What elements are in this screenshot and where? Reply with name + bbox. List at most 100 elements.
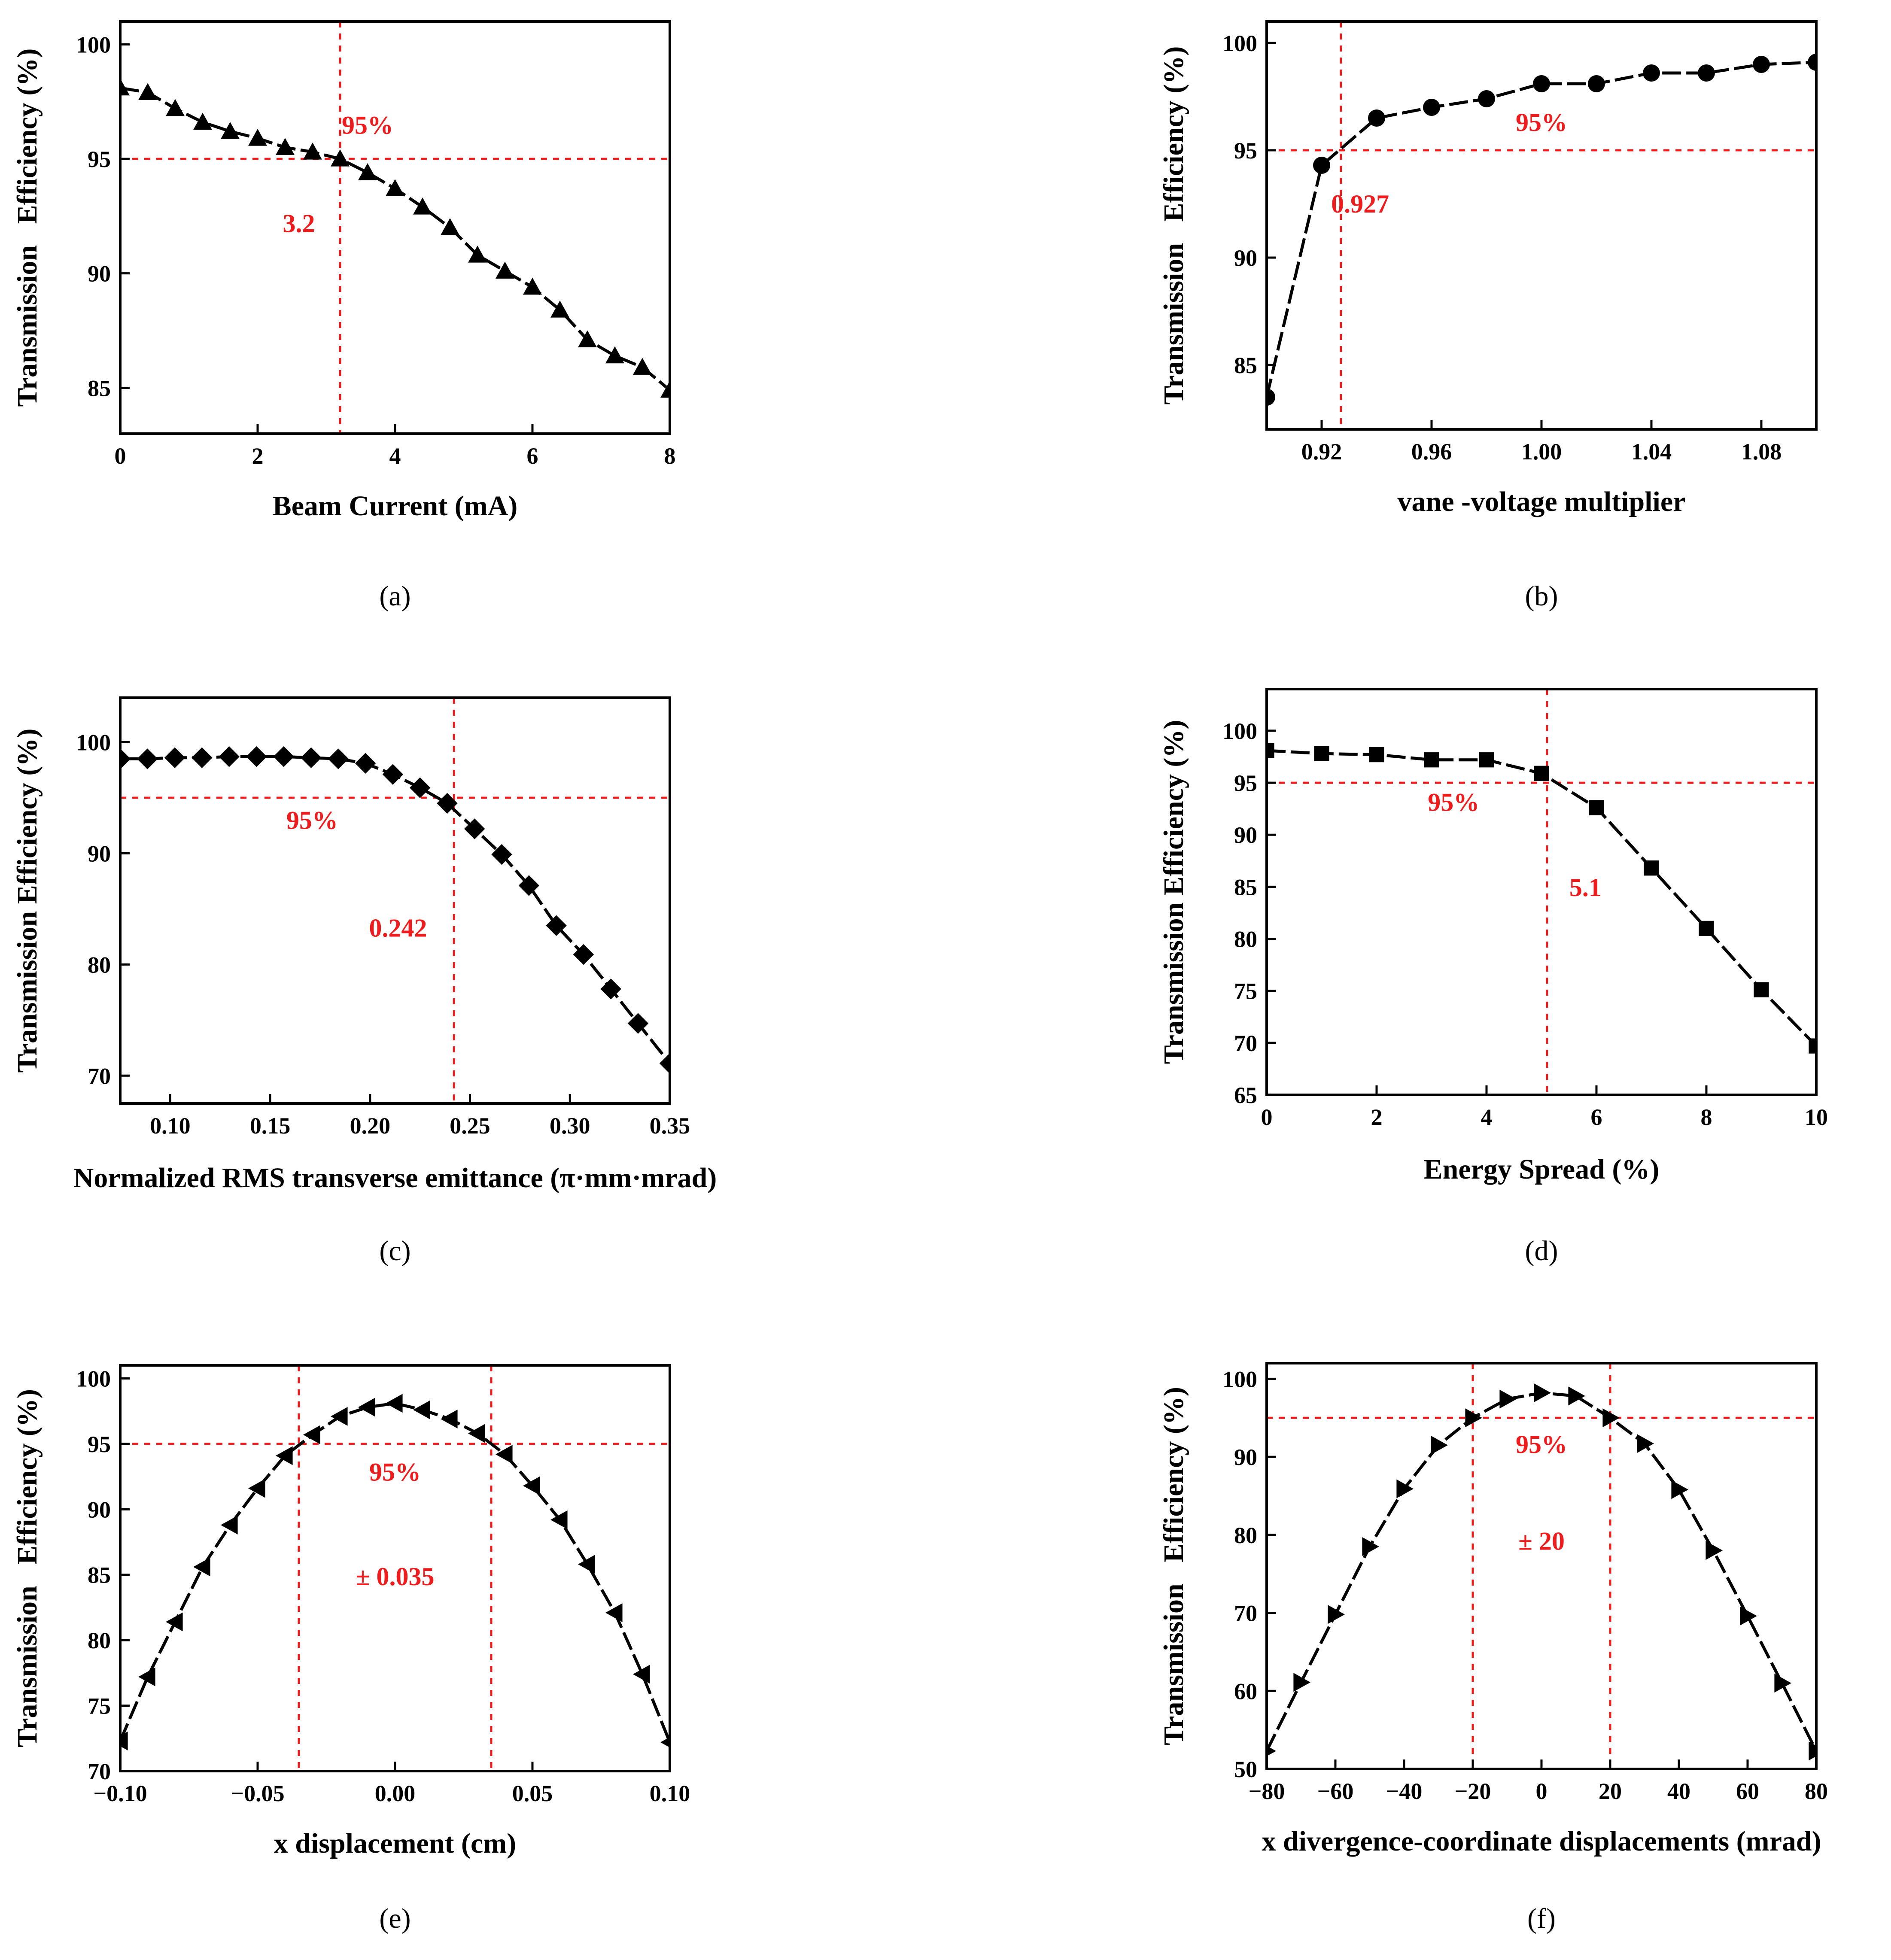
data-point: [1533, 75, 1550, 92]
data-point: [413, 198, 432, 215]
annotation-label: 0.242: [369, 914, 427, 942]
y-tick-label: 70: [88, 1759, 111, 1784]
data-point: [1313, 157, 1330, 174]
y-tick-label: 95: [88, 1431, 111, 1457]
x-axis-title: vane -voltage multiplier: [1398, 486, 1686, 517]
x-tick-label: 6: [527, 443, 538, 469]
data-point: [468, 1424, 485, 1443]
data-point: [605, 1603, 623, 1623]
x-tick-label: −60: [1317, 1778, 1354, 1804]
panel-label: (f): [1527, 1903, 1556, 1934]
data-point: [192, 747, 213, 769]
data-point: [413, 1400, 430, 1419]
data-point: [138, 83, 157, 100]
data-point: [660, 1737, 670, 1748]
data-series: [1267, 1383, 1816, 1761]
x-tick-label: 0.35: [650, 1113, 690, 1139]
data-point: [303, 143, 322, 160]
y-tick-label: 75: [1234, 978, 1257, 1004]
annotation-label: 95%: [1428, 788, 1479, 817]
y-tick-label: 100: [76, 1366, 111, 1392]
data-point: [120, 748, 131, 769]
x-tick-label: 0: [115, 443, 126, 469]
data-point: [1808, 54, 1816, 71]
y-axis-title: Transmission Efficiency (%): [12, 729, 43, 1073]
data-point: [441, 1409, 458, 1428]
data-point: [273, 746, 294, 767]
data-point: [491, 844, 512, 865]
series-line: [1267, 61, 1816, 398]
data-point: [1431, 1435, 1448, 1455]
x-axis-title: Normalized RMS transverse emittance (π·m…: [73, 1162, 717, 1194]
y-tick-label: 90: [88, 841, 111, 866]
x-tick-label: 2: [252, 443, 264, 469]
data-point: [1809, 1741, 1816, 1761]
data-point: [1479, 752, 1494, 768]
annotation-label: 3.2: [283, 210, 315, 238]
series-line: [1267, 749, 1816, 1047]
series-line: [120, 755, 670, 1064]
data-point: [496, 1445, 513, 1464]
data-series: [120, 746, 670, 1074]
x-tick-label: 1.00: [1521, 439, 1562, 465]
data-point: [1753, 56, 1770, 73]
data-point: [1465, 1408, 1482, 1428]
y-tick-label: 80: [88, 952, 111, 978]
data-point: [1699, 921, 1714, 936]
y-axis-title: Transmission Efficiency (%): [1158, 1387, 1189, 1745]
data-point: [1534, 766, 1549, 781]
data-point: [1423, 99, 1440, 116]
x-tick-label: 0.25: [450, 1113, 490, 1139]
data-point: [246, 746, 267, 767]
y-tick-label: 85: [1234, 352, 1257, 378]
data-point: [248, 1479, 265, 1498]
x-axis-title: Energy Spread (%): [1424, 1154, 1660, 1185]
y-tick-label: 75: [88, 1693, 111, 1719]
x-tick-label: 0.10: [650, 1781, 690, 1806]
y-tick-label: 85: [88, 1562, 111, 1588]
data-point: [1424, 752, 1439, 768]
data-point: [496, 261, 514, 279]
data-point: [276, 138, 295, 155]
data-point: [276, 1446, 293, 1465]
data-point: [1499, 1389, 1517, 1409]
data-point: [386, 1394, 403, 1413]
data-point: [303, 1425, 320, 1444]
data-point: [193, 112, 212, 130]
annotation-label: 95%: [286, 806, 338, 835]
panel-label: (e): [379, 1903, 410, 1934]
y-tick-label: 70: [1234, 1030, 1257, 1056]
data-point: [1754, 982, 1769, 997]
plot-frame: [1265, 688, 1818, 1096]
x-tick-label: 4: [1481, 1104, 1493, 1130]
data-point: [331, 1407, 348, 1426]
x-tick-label: 0.15: [250, 1113, 291, 1139]
data-point: [633, 358, 652, 375]
data-point: [1369, 747, 1384, 763]
data-point: [120, 78, 130, 96]
x-tick-label: 0.96: [1411, 439, 1452, 465]
panel-label: (c): [379, 1235, 410, 1267]
x-tick-label: 10: [1805, 1104, 1828, 1130]
y-tick-label: 90: [88, 261, 111, 287]
data-point: [358, 1398, 375, 1417]
data-point: [193, 1557, 210, 1577]
x-tick-label: 0.05: [512, 1781, 553, 1806]
data-point: [1637, 1434, 1654, 1453]
chart-panel-d: 0 2 4 6 8 10 65 70 75 80 85 90 95 100 Energy Spread (%…: [1158, 688, 1828, 1267]
y-tick-label: 70: [88, 1063, 111, 1089]
y-tick-label: 70: [1234, 1601, 1257, 1626]
data-point: [578, 330, 597, 347]
y-tick-label: 80: [88, 1628, 111, 1653]
data-point: [1698, 64, 1715, 82]
x-tick-label: 0: [1261, 1104, 1273, 1130]
y-axis-title: Transmission Efficiency (%): [12, 49, 43, 407]
y-tick-label: 90: [1234, 1444, 1257, 1470]
data-point: [1362, 1537, 1379, 1556]
annotation-label: 95%: [1516, 108, 1567, 137]
data-point: [166, 99, 185, 116]
x-tick-label: 80: [1805, 1778, 1828, 1804]
data-point: [1706, 1541, 1723, 1560]
data-series: [1267, 743, 1816, 1054]
data-point: [518, 875, 540, 896]
